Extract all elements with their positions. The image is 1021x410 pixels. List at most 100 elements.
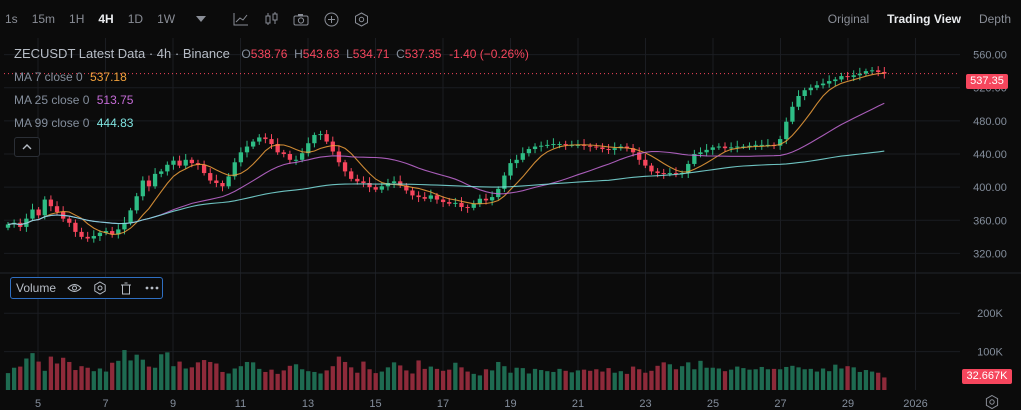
volume-bar: [765, 369, 771, 390]
view-trading-view[interactable]: Trading View: [887, 12, 961, 26]
volume-bar: [146, 366, 152, 390]
volume-bar: [312, 371, 317, 390]
time-tick-label: 19: [504, 398, 516, 410]
volume-bar: [79, 366, 84, 390]
volume-bar: [5, 373, 11, 390]
candle-body: [545, 144, 550, 146]
candle-body: [698, 152, 703, 154]
timeframe-15m[interactable]: 15m: [31, 12, 56, 26]
candle-body: [876, 70, 881, 72]
volume-bar: [704, 367, 709, 390]
collapse-legend-button[interactable]: [14, 137, 40, 157]
price-tick-label: 560.00: [973, 50, 1007, 62]
candle-body: [465, 207, 470, 209]
candle-body: [220, 183, 225, 187]
candle-body: [312, 134, 317, 144]
axis-settings-icon[interactable]: [984, 394, 1000, 410]
view-original[interactable]: Original: [827, 12, 870, 26]
candlestick-chart[interactable]: 560.00520.00480.00440.00400.00360.00320.…: [0, 38, 1021, 410]
volume-bar: [214, 363, 219, 390]
volume-bar: [183, 368, 188, 390]
volume-bar: [882, 377, 887, 390]
volume-bar: [140, 359, 145, 390]
candle-body: [649, 165, 654, 172]
candle-body: [361, 181, 366, 183]
candle-body: [514, 159, 519, 164]
volume-bar: [581, 369, 587, 390]
candle-body: [355, 178, 360, 182]
camera-icon[interactable]: [290, 8, 312, 30]
candle-body: [520, 153, 525, 160]
time-tick-label: 21: [572, 398, 584, 410]
volume-bar: [281, 370, 286, 390]
timeframe-4h[interactable]: 4H: [98, 12, 114, 26]
candle-body: [257, 137, 262, 142]
candle-body: [434, 195, 440, 200]
gear-icon[interactable]: [92, 280, 108, 296]
view-depth[interactable]: Depth: [978, 12, 1011, 26]
candle-body: [349, 171, 354, 179]
timeframe-1d[interactable]: 1D: [127, 12, 144, 26]
volume-bar: [440, 370, 446, 390]
price-tick-label: 480.00: [973, 116, 1007, 128]
chart-toolbar: 1s 15m 1H 4H 1D 1W Original Trading View…: [0, 0, 1021, 38]
hexagon-settings-icon[interactable]: [350, 8, 372, 30]
volume-bar: [361, 361, 366, 390]
volume-bar: [728, 369, 734, 390]
candle-body: [692, 154, 697, 164]
view-switcher: Original Trading View Depth: [828, 0, 1011, 38]
candle-body: [624, 146, 630, 149]
candle-body: [643, 159, 648, 166]
candle-body: [367, 183, 372, 188]
volume-bar: [735, 366, 740, 390]
candle-body: [306, 143, 311, 154]
volume-bar: [814, 371, 820, 390]
volume-bar: [827, 371, 832, 390]
timeframe-1w[interactable]: 1W: [157, 12, 176, 26]
candle-body: [54, 206, 60, 212]
candle-body: [551, 144, 556, 146]
volume-bar: [655, 365, 660, 390]
volume-indicator-pill[interactable]: Volume: [10, 277, 163, 299]
eye-icon[interactable]: [66, 280, 82, 296]
candle-body: [778, 139, 783, 146]
time-tick-label: 17: [437, 398, 449, 410]
volume-bar: [177, 361, 182, 390]
candles-icon[interactable]: [260, 8, 282, 30]
line-chart-icon[interactable]: [230, 8, 252, 30]
time-tick-label: 29: [842, 398, 854, 410]
candle-body: [839, 76, 844, 80]
volume-bar: [152, 367, 158, 390]
time-tick-label: 25: [707, 398, 719, 410]
time-tick-label: 27: [774, 398, 786, 410]
more-icon[interactable]: [144, 280, 160, 296]
volume-bar: [250, 362, 256, 390]
volume-bar: [876, 372, 881, 390]
volume-bar: [808, 368, 813, 390]
volume-bar: [73, 370, 78, 390]
candle-body: [784, 121, 789, 140]
volume-bar: [269, 369, 274, 390]
candle-body: [759, 144, 764, 146]
candle-body: [440, 199, 446, 203]
volume-bar: [24, 358, 29, 390]
candle-body: [404, 185, 409, 191]
candle-body: [116, 229, 121, 235]
candle-body: [67, 218, 72, 223]
candle-body: [134, 196, 139, 211]
volume-bar: [324, 370, 329, 390]
volume-bar: [545, 371, 550, 390]
chevron-down-icon[interactable]: [190, 8, 212, 30]
volume-bar: [165, 352, 170, 390]
volume-bar: [36, 361, 41, 390]
volume-tick-label: 100K: [977, 347, 1003, 359]
timeframe-1h[interactable]: 1H: [69, 12, 85, 26]
candle-body: [575, 144, 581, 146]
volume-bar: [722, 371, 728, 390]
plus-circle-icon[interactable]: [320, 8, 342, 30]
candle-body: [851, 75, 856, 77]
ohlc-legend: ZECUSDT Latest Data · 4h · Binance O538.…: [14, 46, 529, 61]
trash-icon[interactable]: [118, 280, 134, 296]
timeframe-1s[interactable]: 1s: [5, 12, 18, 26]
candle-body: [103, 231, 109, 233]
